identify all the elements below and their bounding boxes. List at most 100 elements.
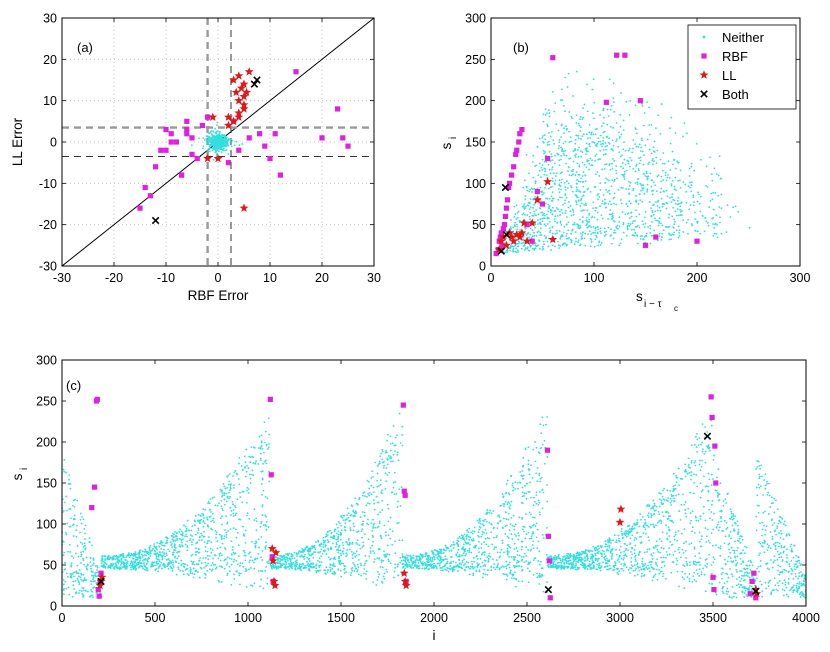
point-neither-2433 [483, 568, 486, 571]
point-neither-1670 [342, 552, 345, 555]
point-neither-1687 [365, 559, 368, 562]
point-neither-1135 [162, 554, 165, 557]
point-neither-1054 [610, 104, 613, 107]
point-neither-552 [145, 554, 148, 557]
point-neither-1028 [619, 113, 622, 116]
point-neither-773 [164, 566, 167, 568]
point-neither-132 [629, 217, 631, 220]
point-neither-752 [593, 117, 595, 120]
point-neither-277 [559, 214, 561, 216]
point-neither-951 [261, 570, 264, 573]
point-neither-512 [202, 525, 205, 528]
point-neither-2685 [532, 516, 534, 519]
point-neither-80 [729, 216, 732, 218]
point-neither-2681 [504, 500, 507, 503]
point-neither-2576 [514, 488, 517, 490]
point-neither-1204 [680, 202, 682, 205]
point-neither-1363 [342, 514, 345, 517]
point-neither-2551 [470, 551, 473, 554]
point-neither-570 [218, 565, 221, 568]
point-neither-419 [218, 554, 221, 557]
point-neither-1571 [386, 503, 389, 506]
point-neither-758 [543, 212, 546, 215]
point-neither-2647 [402, 555, 405, 558]
point-neither-2682 [521, 546, 523, 548]
point-neither-602 [565, 162, 568, 165]
point-neither-625 [168, 550, 171, 553]
point-neither-1068 [610, 217, 613, 220]
point-neither-1150 [599, 205, 601, 207]
point-neither-2564 [530, 513, 532, 516]
point-neither-721 [634, 143, 637, 146]
point-neither-2444 [501, 493, 504, 495]
point-neither-2644 [462, 564, 465, 567]
point-neither-884 [548, 112, 551, 114]
point-neither-715 [117, 562, 120, 564]
point-neither-974 [188, 529, 191, 532]
point-neither-203 [571, 190, 574, 193]
point-neither-556 [609, 209, 612, 212]
point-neither-115 [92, 564, 94, 566]
point-neither-1629 [378, 573, 381, 576]
point-neither-471 [216, 140, 218, 143]
point-neither-132 [92, 571, 94, 573]
point-neither-2215 [539, 423, 542, 426]
point-neither-1336 [644, 174, 647, 177]
point-neither-928 [628, 165, 631, 168]
point-neither-1070 [157, 555, 160, 558]
point-neither-186 [95, 591, 98, 594]
point-neither-1696 [291, 557, 293, 560]
point-neither-1702 [343, 567, 346, 570]
point-neither-670 [583, 209, 585, 212]
point-neither-772 [576, 182, 578, 185]
point-neither-1718 [364, 554, 367, 557]
point-neither-2157 [536, 466, 539, 469]
point-neither-1678 [299, 555, 302, 558]
point-neither-1397 [597, 158, 599, 161]
point-neither-244 [568, 130, 570, 133]
point-neither-622 [595, 234, 597, 237]
point-neither-63 [65, 533, 68, 536]
point-neither-694 [528, 208, 531, 211]
point-neither-501 [225, 137, 227, 140]
point-neither-533 [177, 568, 180, 571]
point-neither-1351 [634, 232, 637, 234]
point-neither-1079 [199, 514, 202, 517]
point-neither-175 [532, 176, 535, 179]
point-neither-404 [265, 462, 268, 465]
point-neither-848 [592, 225, 595, 228]
point-neither-40 [79, 531, 81, 534]
point-neither-134 [624, 163, 627, 166]
series-neither [62, 412, 806, 599]
point-neither-1246 [646, 177, 649, 179]
point-neither-64 [658, 235, 661, 238]
point-neither-1089 [160, 548, 163, 550]
point-neither-587 [535, 235, 538, 237]
point-neither-685 [513, 224, 516, 226]
point-neither-820 [206, 518, 209, 521]
point-neither-2733 [410, 557, 413, 560]
point-neither-978 [714, 222, 717, 225]
point-neither-1301 [351, 569, 354, 572]
point-neither-1112 [550, 199, 553, 202]
point-neither-592 [246, 486, 249, 489]
point-neither-990 [233, 573, 235, 576]
point-neither-514 [661, 162, 664, 165]
point-rbf-26 [603, 99, 609, 105]
point-neither-1203 [119, 564, 122, 566]
point-neither-394 [214, 567, 217, 570]
point-neither-810 [603, 227, 606, 230]
point-neither-2266 [404, 567, 407, 570]
point-neither-2718 [451, 570, 454, 573]
point-neither-1353 [340, 562, 343, 565]
point-neither-679 [165, 552, 168, 555]
point-neither-1094 [558, 141, 561, 144]
point-neither-152 [586, 110, 589, 113]
point-neither-398 [599, 140, 602, 143]
point-neither-496 [673, 199, 676, 202]
point-neither-2399 [435, 567, 438, 570]
point-neither-560 [572, 211, 575, 213]
point-neither-604 [643, 236, 646, 238]
point-neither-2465 [402, 566, 405, 569]
point-neither-803 [234, 504, 236, 507]
